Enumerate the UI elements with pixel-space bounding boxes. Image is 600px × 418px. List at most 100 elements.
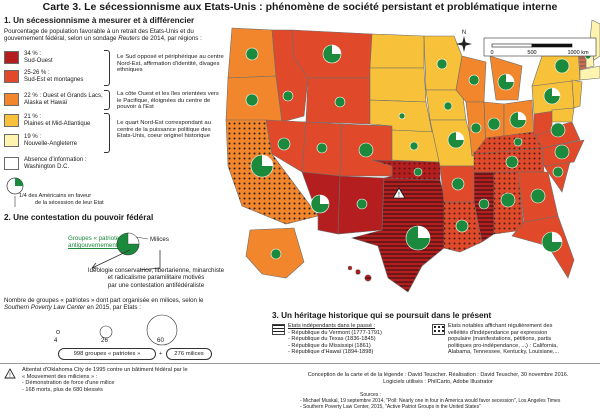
circle-minnesota — [436, 58, 448, 70]
circle-north-carolina — [554, 144, 570, 160]
circle-new-york — [554, 58, 570, 74]
circle-south-carolina — [552, 166, 564, 178]
circle-arizona — [310, 194, 330, 214]
circle-colorado — [358, 142, 374, 158]
size-4: 4 — [54, 337, 58, 344]
milices-label: Milices — [150, 236, 169, 243]
circle-washington — [245, 47, 259, 61]
section2-heading: 2. Une contestation du pouvoir fédéral — [4, 213, 154, 222]
size-26: 26 — [101, 337, 108, 344]
compass-north-label: N — [462, 30, 466, 36]
circle-mississippi — [478, 198, 490, 210]
notable-states-text: Etats notables affichant régulièrement d… — [448, 323, 560, 356]
circle-florida — [541, 231, 563, 253]
circle-montana — [322, 44, 342, 64]
circle-4-icon — [56, 330, 60, 334]
circle-missouri — [447, 131, 465, 149]
circle-tennessee — [505, 155, 519, 169]
circle-texas — [405, 225, 431, 251]
circle-california — [250, 154, 274, 178]
note-ouest: La côte Ouest et les îles orientées vers… — [117, 91, 219, 111]
circle-indiana — [487, 117, 501, 131]
oklahoma-text: Attentat d'Oklahoma City de 1995 contre … — [22, 367, 188, 393]
brace-sud — [104, 50, 110, 86]
arrows — [91, 249, 161, 271]
circle-kentucky — [513, 137, 523, 147]
quarter-text: 1/4 des Américains en faveur de la séces… — [19, 193, 104, 206]
california-pattern — [226, 120, 318, 224]
circle-nebraska — [398, 112, 406, 120]
independent-states-list: Etats indépendants dans le passé : - Rép… — [288, 323, 382, 356]
state-new-jersey — [571, 79, 583, 109]
circle-kansas — [409, 141, 419, 151]
circle-oregon — [245, 93, 259, 107]
legend-swatch — [4, 114, 19, 127]
count-intro: Nombre de groupes « patriotes » dont par… — [4, 297, 204, 312]
state-massachusetts — [579, 65, 600, 81]
section1-intro: Pourcentage de population favorable à un… — [4, 28, 202, 43]
section1-heading: 1. Un sécessionnisme à mesurer et à diff… — [4, 16, 195, 25]
milices-slice-icon — [127, 232, 140, 245]
circle-26-icon — [99, 325, 113, 339]
circle-virginia — [550, 122, 566, 138]
brace-nord-est — [104, 113, 110, 153]
patriot-groups-layer — [245, 44, 592, 260]
circle-wyoming — [334, 96, 346, 108]
quarter-symbol-area — [6, 177, 24, 207]
ideology-text: Idéologie conservatrice, libertarienne, … — [87, 267, 225, 289]
divider — [0, 363, 600, 364]
circle-alaska — [270, 248, 282, 260]
circle-oklahoma — [413, 167, 423, 177]
compass-icon: N — [456, 30, 472, 52]
svg-text:!: ! — [9, 373, 11, 379]
independent-states-swatch — [272, 324, 285, 335]
circle-utah — [316, 142, 328, 154]
sources: Sources : - Michael Muskal, 19 septembre… — [300, 392, 561, 410]
circle-new-mexico — [356, 198, 368, 210]
state-florida — [511, 215, 575, 279]
legend-swatch — [4, 51, 19, 64]
page-title: Carte 3. Le sécessionnisme aux Etats-Uni… — [42, 1, 558, 13]
circle-wisconsin — [468, 74, 480, 86]
circle-arkansas — [451, 177, 465, 191]
groups-symbol — [116, 232, 149, 256]
legend-swatch — [4, 70, 19, 83]
size-60: 60 — [157, 337, 164, 344]
legend-swatch — [4, 134, 19, 147]
scale-label-0: 0 — [490, 50, 493, 56]
total-milices-pill: 276 milices — [166, 348, 212, 360]
note-nord-est: Le quart Nord-Est correspondant au centr… — [117, 120, 211, 140]
usa-map: ! N 0 500 1000 km — [222, 16, 600, 316]
circle-illinois — [470, 122, 482, 134]
quarter-slice-icon — [15, 178, 23, 186]
warning-icon: ! — [4, 368, 16, 379]
section3-heading: 3. Un héritage historique qui se poursui… — [272, 311, 492, 320]
circle-iowa — [443, 101, 453, 111]
scale-label-500: 500 — [527, 50, 536, 56]
total-groups-pill: 998 groupes « patriotes » — [58, 348, 156, 360]
svg-text:!: ! — [398, 192, 400, 199]
circle-michigan — [497, 73, 515, 91]
brace-ouest — [104, 90, 110, 110]
circle-ohio — [509, 111, 527, 129]
state-maryland — [551, 107, 575, 123]
scale-label-1000: 1000 km — [567, 50, 589, 56]
scale-bar: 0 500 1000 km — [483, 37, 597, 57]
circle-louisiana — [455, 219, 469, 233]
state-south-dakota — [369, 67, 427, 103]
circle-idaho — [282, 90, 294, 102]
note-sud: Le Sud opposé et périphérique au centre … — [117, 54, 224, 74]
circle-georgia — [530, 188, 546, 204]
circle-alabama — [500, 192, 516, 208]
circle-pennsylvania — [543, 87, 561, 105]
groups-label: Groupes « patriotes » antigouvernementau… — [68, 235, 128, 250]
circle-nevada — [277, 137, 291, 151]
usa-map-svg: ! N 0 500 1000 km — [225, 19, 600, 293]
credits: Conception de la carte et de la légende … — [307, 372, 569, 385]
state-hawaii — [347, 265, 372, 282]
notable-states-swatch — [432, 324, 445, 335]
state-north-dakota — [369, 33, 425, 69]
proportional-circles — [56, 314, 178, 346]
legend-swatch — [4, 157, 19, 170]
circle-60-icon — [146, 314, 178, 346]
